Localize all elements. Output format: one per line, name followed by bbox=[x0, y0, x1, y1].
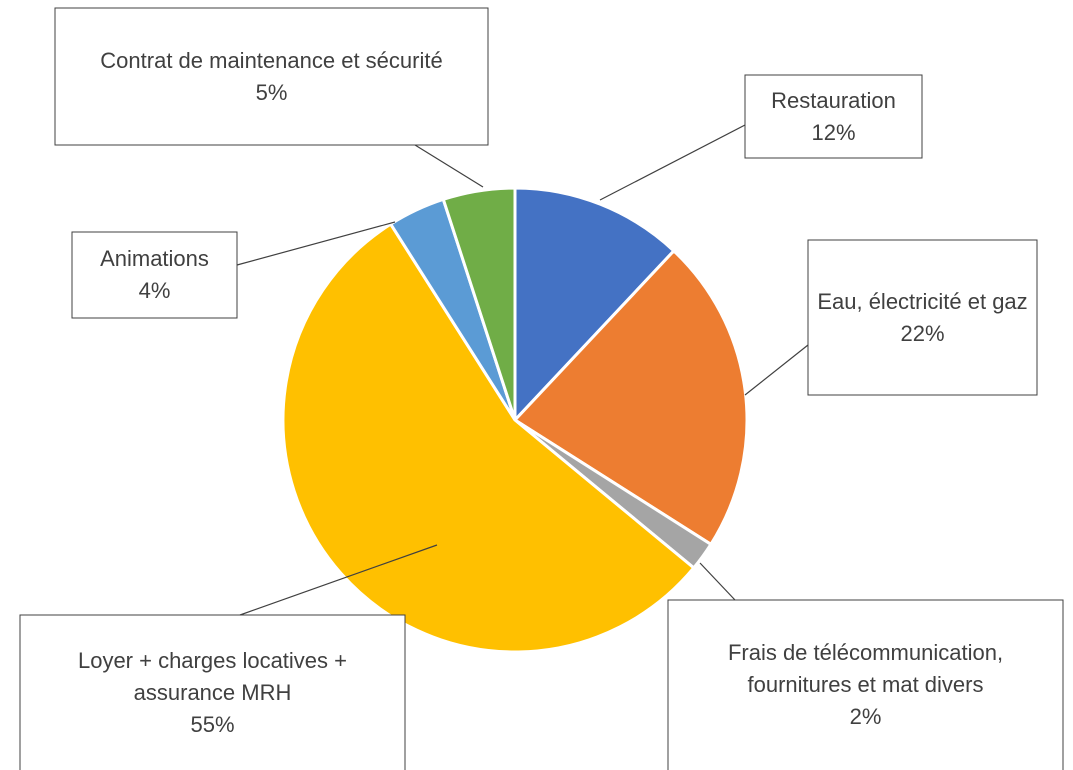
callout-box bbox=[744, 74, 923, 159]
pie-slice bbox=[281, 222, 696, 654]
data-label: Frais de télécommunication, fournitures … bbox=[668, 600, 1063, 770]
callout-box bbox=[71, 231, 238, 319]
data-label: Eau, électricité et gaz 22% bbox=[808, 240, 1037, 395]
leader-line bbox=[744, 344, 809, 396]
data-label: Animations 4% bbox=[72, 232, 237, 318]
callout-box bbox=[667, 599, 1064, 770]
pie-slice bbox=[512, 248, 749, 547]
data-label: Contrat de maintenance et sécurité 5% bbox=[55, 8, 488, 145]
leader-line bbox=[599, 124, 746, 201]
data-label: Loyer + charges locatives + assurance MR… bbox=[20, 615, 405, 770]
leader-line bbox=[236, 221, 396, 266]
callout-box bbox=[19, 614, 406, 770]
callout-box bbox=[54, 7, 489, 146]
category-name: Contrat de maintenance et sécurité bbox=[100, 47, 443, 73]
category-name: Restauration bbox=[771, 87, 896, 113]
value-label: 55% bbox=[190, 711, 235, 737]
leader-line bbox=[239, 544, 438, 616]
value-label: 22% bbox=[900, 320, 945, 346]
pie-slice bbox=[441, 186, 517, 421]
value-label: 4% bbox=[138, 278, 171, 303]
category-name: Eau, électricité et gaz bbox=[817, 288, 1028, 314]
category-name: Frais de télécommunication, fournitures … bbox=[727, 640, 1004, 697]
category-name: Loyer + charges locatives + assurance MR… bbox=[77, 647, 348, 705]
data-label: Restauration 12% bbox=[745, 75, 922, 158]
leader-line bbox=[414, 144, 484, 188]
pie-slice bbox=[513, 186, 676, 424]
leader-line bbox=[699, 562, 736, 601]
value-label: 12% bbox=[811, 119, 856, 145]
category-name: Animations bbox=[100, 246, 209, 271]
value-label: 2% bbox=[849, 704, 882, 729]
value-label: 5% bbox=[255, 79, 288, 105]
callout-box bbox=[807, 239, 1038, 396]
